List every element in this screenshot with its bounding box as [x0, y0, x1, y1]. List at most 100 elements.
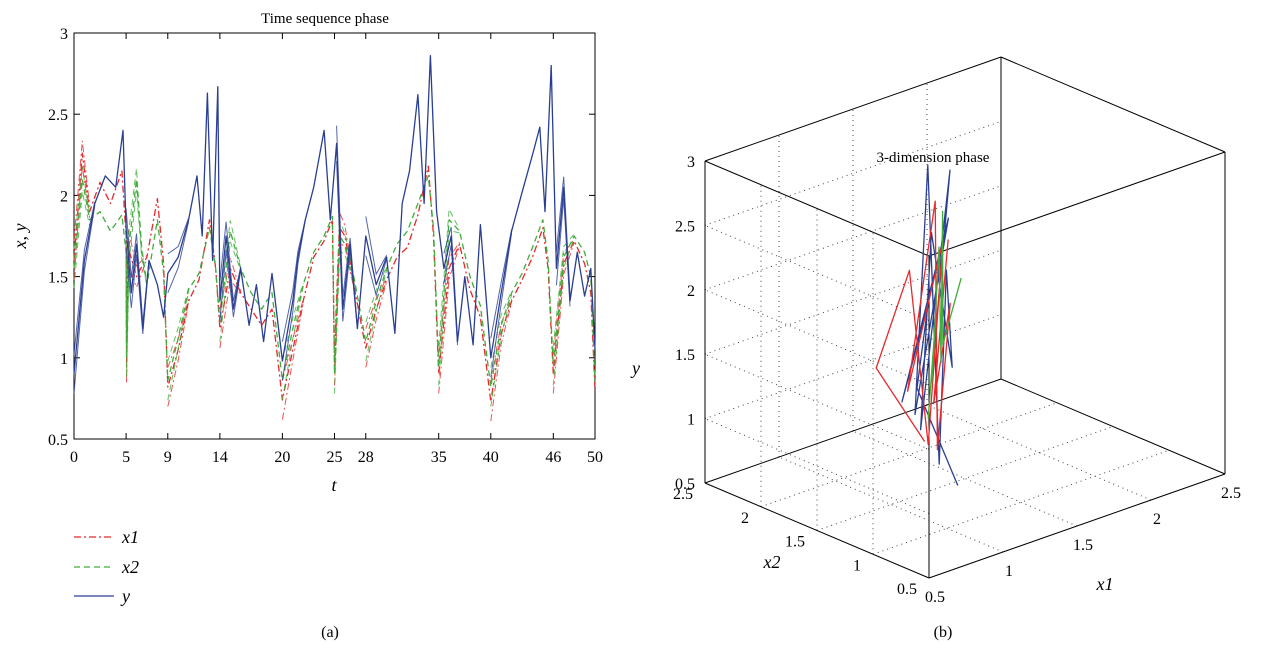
x-tick-label: 28	[358, 449, 374, 466]
series-trace-y	[336, 125, 358, 329]
series-trace-x2	[167, 291, 190, 401]
y-tick-label: 3	[60, 26, 68, 43]
grid-line	[778, 456, 1004, 553]
panel-b-ticks: 0.511.522.50.511.522.50.511.522.53	[673, 154, 1241, 606]
series-trace-x2	[167, 287, 190, 362]
box-edge	[928, 473, 1226, 579]
series-trace-x1	[552, 242, 575, 394]
x1-tick-label: 2	[1153, 511, 1161, 528]
series-trace-y	[555, 176, 571, 296]
x-tick-label: 50	[587, 449, 603, 466]
legend-label-y: y	[120, 586, 130, 606]
series-trace-x1	[438, 242, 460, 355]
x-tick-label: 35	[431, 449, 447, 466]
legend-item-x2: x2	[74, 557, 139, 577]
grid-line	[852, 430, 1078, 527]
legend-label-x2: x2	[121, 557, 139, 577]
x-tick-label: 20	[274, 449, 290, 466]
series-trace-x2	[125, 189, 148, 377]
panel-a-plot-frame	[73, 32, 596, 440]
x-tick-label: 0	[70, 449, 78, 466]
panel-a-title: Time sequence phase	[261, 11, 389, 27]
legend-item-y: y	[74, 586, 130, 606]
x2-tick-label: 2	[741, 510, 749, 527]
series-trace-x2	[490, 290, 513, 368]
panel-b: 3-dimension phase 0.511.522.50.511.522.5…	[630, 56, 1241, 641]
series-trace-x1	[73, 140, 91, 241]
series-trace-x2	[125, 168, 148, 339]
y-tick-label: 2	[687, 283, 695, 300]
series-trace-y	[281, 219, 306, 381]
series-trace-x2	[281, 282, 304, 362]
x-tick-label: 40	[483, 449, 499, 466]
series-trace-x2	[365, 266, 388, 323]
grid-line	[704, 224, 930, 321]
x-tick-label: 14	[212, 449, 228, 466]
legend: x1 x2 y	[74, 527, 139, 606]
series-trace-x2	[334, 220, 356, 355]
series-trace-y	[167, 221, 190, 293]
series-trace-x2	[281, 286, 304, 401]
panel-b-gridlines	[704, 83, 1170, 555]
panel-a-series	[73, 55, 596, 422]
x-tick-label: 25	[327, 449, 343, 466]
series-trace-y	[490, 229, 513, 339]
series-trace-y	[73, 201, 96, 355]
series-trace-x1	[438, 245, 460, 394]
y-tick-label: 1	[60, 351, 68, 368]
x2-tick-label: 1	[853, 557, 861, 574]
box-edge	[1000, 56, 1226, 153]
series-trace-x2	[490, 294, 513, 407]
x-tick-label: 5	[122, 449, 130, 466]
series-trace-y	[555, 197, 571, 307]
series-trace-y	[125, 247, 150, 334]
y-tick-label: 1	[687, 412, 695, 429]
box-edge	[704, 160, 930, 257]
y-tick-label: 2.5	[675, 218, 695, 235]
box-edge	[704, 378, 1002, 484]
panel-a-ticks: 0 5 9 14 20 25 28 35 40 46 50 0.5 1 1.5 2 2.5 3	[48, 26, 603, 466]
panel-b-ylabel: x2	[763, 552, 781, 572]
x1-tick-label: 1	[1005, 563, 1013, 580]
series-trace-y	[219, 221, 242, 302]
series-line-y	[73, 55, 596, 375]
panel-a-ylabel: x, y	[10, 224, 30, 250]
x-tick-label: 9	[164, 449, 172, 466]
series-line-x2	[73, 175, 596, 388]
series-trace-y	[281, 219, 306, 342]
panel-a: Time sequence phase 0 5 9 14 20 25 28 35 40 46 500…	[10, 11, 603, 641]
series-trace-y	[73, 205, 96, 394]
series-trace-x2	[334, 250, 356, 394]
series-trace-y	[443, 226, 458, 339]
series-trace-x1	[167, 302, 190, 407]
series-trace-x1	[552, 238, 575, 355]
grid-line	[704, 289, 930, 386]
series-trace-x1	[365, 281, 388, 368]
grid-line	[816, 426, 1114, 531]
x2-tick-label: 1.5	[785, 534, 805, 551]
box-edge	[704, 482, 930, 579]
panel-b-zlabel: y	[630, 358, 640, 378]
series-trace-x1	[490, 302, 513, 422]
panel-b-xlabel: x1	[1096, 574, 1114, 594]
y-tick-label: 0.5	[675, 476, 695, 493]
series-trace-x2	[365, 270, 388, 362]
trajectory-blue	[901, 164, 959, 486]
x1-tick-label: 2.5	[1221, 485, 1241, 502]
panel-b-title: 3-dimension phase	[877, 150, 990, 166]
y-tick-label: 1.5	[675, 347, 695, 364]
legend-label-x1: x1	[121, 527, 139, 547]
series-trace-y	[365, 216, 388, 276]
series-trace-y	[219, 250, 242, 321]
series-trace-x2	[438, 229, 460, 386]
series-trace-x1	[365, 277, 388, 329]
y-tick-label: 1.5	[48, 270, 68, 287]
series-trace-x1	[281, 302, 304, 420]
panel-a-xlabel: t	[331, 475, 337, 495]
y-tick-label: 2	[60, 188, 68, 205]
series-trace-x2	[73, 191, 91, 289]
grid-line	[704, 418, 930, 515]
series-trace-x1	[281, 299, 304, 381]
x-tick-label: 46	[545, 449, 561, 466]
